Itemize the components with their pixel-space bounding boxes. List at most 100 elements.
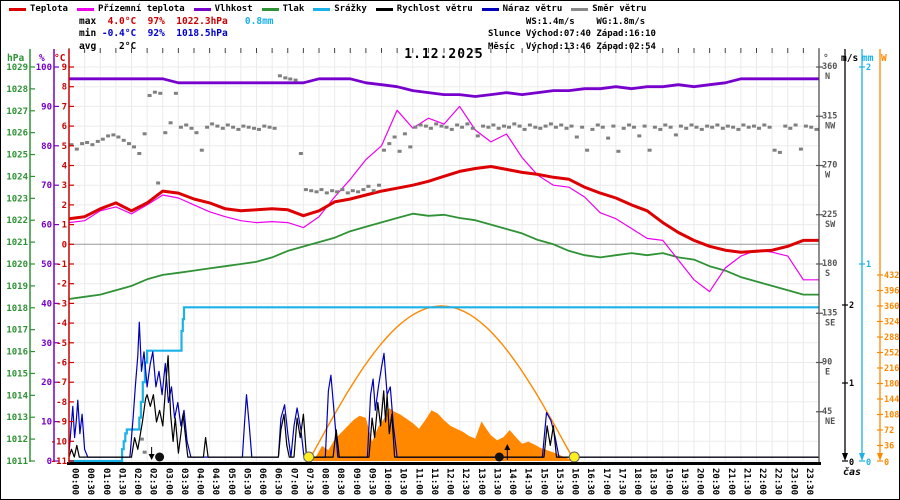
svg-text:-5: -5	[56, 339, 67, 349]
svg-text:360: 360	[822, 62, 837, 72]
svg-text:12:30: 12:30	[460, 468, 470, 495]
svg-text:13:00: 13:00	[476, 468, 486, 495]
svg-text:16:30: 16:30	[585, 468, 595, 495]
svg-text:04:30: 04:30	[210, 468, 220, 495]
svg-text:23:30: 23:30	[804, 468, 814, 495]
svg-text:90: 90	[822, 358, 832, 368]
svg-text:1014: 1014	[6, 391, 28, 401]
svg-text:10:30: 10:30	[398, 468, 408, 495]
sun-moon-markers	[148, 444, 580, 463]
svg-text:22:00: 22:00	[757, 468, 767, 495]
legend-item-1: Přízemní teplota	[76, 4, 185, 14]
svg-text:1013: 1013	[6, 413, 28, 423]
svg-text:1020: 1020	[6, 260, 28, 270]
svg-text:60: 60	[41, 221, 52, 231]
svg-text:N: N	[825, 72, 830, 82]
svg-text:90: 90	[41, 102, 52, 112]
svg-text:180: 180	[822, 259, 837, 269]
svg-text:06:30: 06:30	[273, 468, 283, 495]
svg-text:180: 180	[884, 380, 899, 390]
svg-text:1: 1	[849, 379, 854, 389]
legend-swatch	[313, 7, 331, 11]
svg-text:20:00: 20:00	[695, 468, 705, 495]
sunrise-marker	[303, 451, 315, 463]
svg-text:SW: SW	[825, 220, 836, 230]
svg-text:252: 252	[884, 349, 899, 359]
svg-text:SE: SE	[825, 318, 835, 328]
svg-text:01:00: 01:00	[101, 468, 111, 495]
degree-axis-unit: °	[823, 53, 829, 64]
svg-text:19:00: 19:00	[663, 468, 673, 495]
svg-text:3: 3	[62, 181, 67, 191]
ground-temperature-series	[68, 105, 819, 293]
svg-text:12:00: 12:00	[445, 468, 455, 495]
svg-text:13:30: 13:30	[491, 468, 501, 495]
svg-text:1012: 1012	[6, 435, 28, 445]
legend-label: Teplota	[30, 4, 68, 14]
svg-text:1028: 1028	[6, 85, 28, 95]
svg-text:05:30: 05:30	[241, 468, 251, 495]
svg-text:-4: -4	[56, 319, 67, 329]
hpa-axis-unit: hPa	[7, 53, 25, 64]
svg-text:360: 360	[884, 302, 899, 312]
svg-text:04:00: 04:00	[195, 468, 205, 495]
mm-axis-unit: mm	[862, 53, 874, 64]
svg-text:15:00: 15:00	[538, 468, 548, 495]
svg-text:09:30: 09:30	[366, 468, 376, 495]
legend-swatch	[9, 7, 26, 11]
svg-text:4: 4	[62, 162, 68, 172]
svg-text:21:00: 21:00	[726, 468, 736, 495]
sun-moon-row-2: Měsíc Východ:13:46 Západ:02:54	[488, 41, 656, 52]
svg-text:0: 0	[884, 458, 889, 468]
axes: 1011101210131014101510161017101810191020…	[6, 49, 899, 468]
precipitation-series	[69, 306, 819, 463]
watt-axis-unit: W	[881, 53, 887, 64]
svg-text:20: 20	[41, 378, 52, 388]
svg-text:-11: -11	[51, 457, 67, 467]
svg-text:05:00: 05:00	[226, 468, 236, 495]
svg-text:0: 0	[849, 458, 854, 468]
wind-direction-series	[69, 74, 819, 454]
legend-label: Přízemní teplota	[97, 4, 185, 14]
time-axis-title: čas	[843, 467, 862, 478]
legend-label: Vlhkost	[214, 4, 253, 14]
svg-text:09:00: 09:00	[351, 468, 361, 495]
legend-label: Rychlost větru	[396, 4, 473, 14]
svg-text:1022: 1022	[6, 216, 28, 226]
svg-text:315: 315	[822, 111, 837, 121]
svg-text:14:00: 14:00	[507, 468, 517, 495]
legend-item-5: Rychlost větru	[375, 4, 473, 14]
svg-text:432: 432	[884, 271, 899, 281]
legend-label: Srážky	[334, 4, 367, 14]
humidity-series	[69, 77, 819, 98]
svg-text:50: 50	[41, 260, 52, 270]
legend: Teplota Přízemní teplota Vlhkost Tlak Srážky…	[9, 4, 646, 14]
wind-speed-series	[68, 355, 819, 458]
svg-text:W: W	[825, 171, 831, 181]
svg-text:02:00: 02:00	[132, 468, 142, 495]
svg-text:17:30: 17:30	[616, 468, 626, 495]
svg-text:02:30: 02:30	[148, 468, 158, 495]
svg-text:1019: 1019	[6, 282, 28, 292]
svg-text:1011: 1011	[6, 457, 28, 467]
svg-text:-9: -9	[56, 418, 67, 428]
svg-text:7: 7	[62, 102, 67, 112]
legend-swatch	[481, 7, 499, 11]
sun-moon-row-0: WS:1.4m/s WG:1.8m/s	[488, 17, 646, 27]
legend-label: Směr větru	[592, 4, 647, 14]
svg-text:17:00: 17:00	[601, 468, 611, 495]
svg-text:21:30: 21:30	[741, 468, 751, 495]
legend-swatch	[193, 7, 211, 11]
svg-text:18:30: 18:30	[648, 468, 658, 495]
svg-text:100: 100	[36, 63, 52, 73]
svg-text:-3: -3	[56, 299, 67, 309]
gridlines	[68, 48, 820, 462]
time-tick-labels: 00:00 00:30 01:00 01:30 02:00 02:30 03:00 03:30…	[70, 468, 814, 495]
svg-text:1017: 1017	[6, 326, 28, 336]
svg-text:270: 270	[822, 161, 837, 171]
legend-item-2: Vlhkost	[193, 4, 253, 14]
stats-row-1: min -0.4°C 92% 1018.5hPa	[79, 28, 228, 40]
ms-axis-unit: m/s	[841, 53, 859, 64]
legend-item-4: Srážky	[313, 4, 367, 14]
svg-text:-2: -2	[56, 280, 67, 290]
